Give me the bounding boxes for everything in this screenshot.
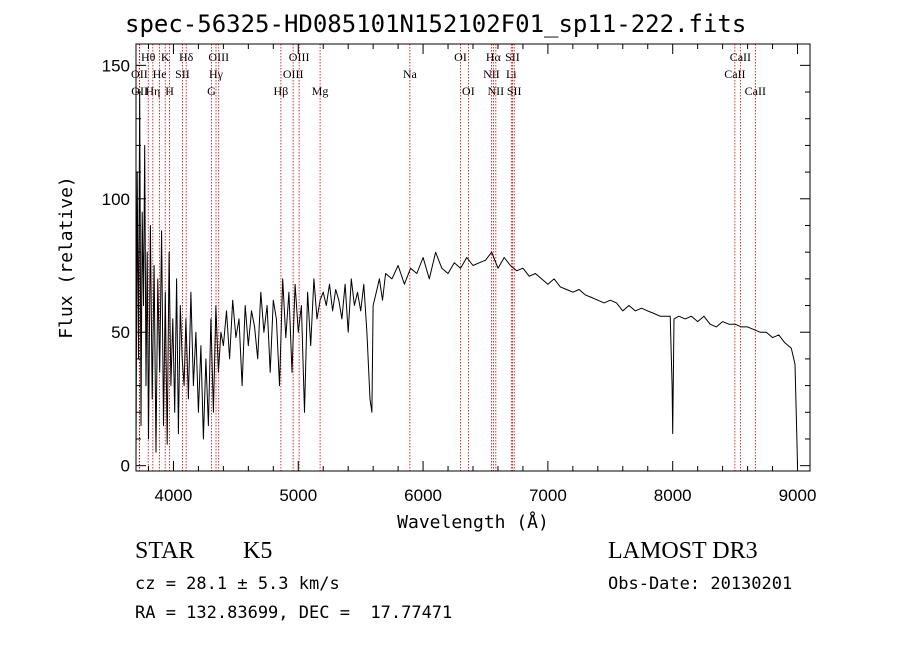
y-tick-label-3: 150	[102, 56, 130, 75]
line-marker-label-15: Mg	[312, 84, 329, 98]
line-marker-label-20: Hα	[486, 50, 502, 64]
x-tick-label-1: 5000	[279, 486, 317, 505]
plot-frame	[135, 43, 811, 472]
axis-layer: 4000 5000 6000 7000 8000 9000 0 50 100 150 Wavelen…	[56, 43, 817, 533]
line-marker-label-25: CaII	[724, 67, 745, 81]
y-tick-label-2: 100	[102, 190, 130, 209]
line-marker-label-4: He	[153, 67, 167, 81]
line-marker-label-13: OIII	[283, 67, 304, 81]
x-tick-label-5: 9000	[779, 486, 817, 505]
line-marker-label-21: NII	[488, 84, 505, 98]
spectrum-line-0	[135, 91, 798, 466]
line-marker-label-27: CaII	[745, 84, 766, 98]
x-tick-label-0: 4000	[155, 486, 193, 505]
chart-title: spec-56325-HD085101N152102F01_sp11-222.f…	[125, 10, 747, 38]
line-marker-label-3: Hη	[145, 84, 160, 98]
y-tick-label-1: 50	[111, 323, 130, 342]
line-marker-label-7: SII	[175, 67, 190, 81]
survey-name: LAMOST DR3	[608, 538, 758, 564]
spectrum-series-layer	[135, 91, 798, 466]
redshift-cz: cz = 28.1 ± 5.3 km/s	[135, 574, 340, 594]
line-marker-label-18: OI	[462, 84, 475, 98]
line-marker-label-19: NII	[483, 67, 500, 81]
object-class: STAR	[135, 538, 195, 564]
line-marker-label-22: Li	[506, 67, 517, 81]
line-marker-label-23: SII	[505, 50, 520, 64]
line-marker-label-9: G	[207, 84, 216, 98]
x-tick-label-3: 7000	[529, 486, 567, 505]
line-marker-label-16: Na	[403, 67, 418, 81]
ra-dec-coordinates: RA = 132.83699, DEC = 17.77471	[135, 603, 453, 623]
y-axis-label: Flux (relative)	[56, 176, 77, 339]
observation-date: Obs-Date: 20130201	[608, 574, 793, 594]
line-marker-label-11: OIII	[208, 50, 229, 64]
x-tick-label-2: 6000	[404, 486, 442, 505]
line-marker-layer: OIIOIIHθHηHeKHSIIHδGHγOIIIHβOIIIOIIIMgNa…	[131, 44, 766, 471]
line-marker-label-14: OIII	[289, 50, 310, 64]
line-marker-label-12: Hβ	[274, 84, 289, 98]
line-marker-label-10: Hγ	[209, 67, 224, 81]
line-marker-label-5: K	[161, 50, 170, 64]
x-tick-label-4: 8000	[654, 486, 692, 505]
line-marker-label-2: Hθ	[141, 50, 156, 64]
x-axis-label: Wavelength (Å)	[397, 511, 549, 533]
line-marker-label-26: CaII	[730, 50, 751, 64]
line-marker-label-8: Hδ	[179, 50, 194, 64]
line-marker-label-24: SII	[507, 84, 522, 98]
object-subclass: K5	[243, 538, 273, 564]
line-marker-label-17: OI	[454, 50, 467, 64]
line-marker-label-6: H	[165, 84, 174, 98]
y-tick-label-0: 0	[121, 457, 130, 476]
line-marker-label-1: OII	[131, 84, 148, 98]
